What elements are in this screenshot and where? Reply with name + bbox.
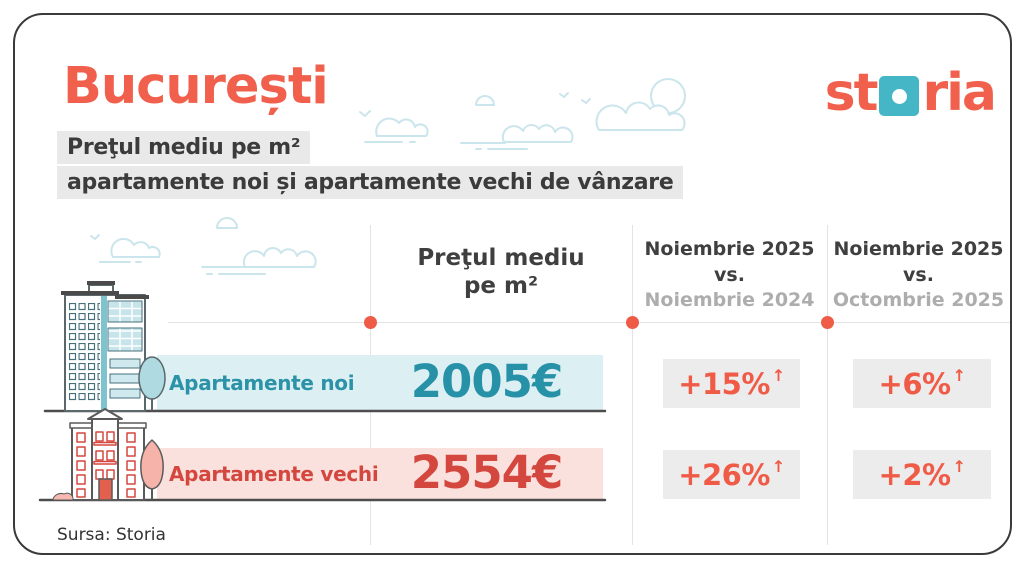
mom-header-line1: Noiembrie 2025 bbox=[833, 238, 1004, 260]
up-arrow-icon: ↑ bbox=[771, 366, 785, 385]
mom-header-line2: vs. bbox=[903, 263, 934, 286]
bird-icon bbox=[359, 110, 371, 117]
logo-text-ria: ria bbox=[922, 63, 997, 123]
page-title: București bbox=[63, 57, 329, 116]
cloud-icon bbox=[242, 247, 317, 268]
column-header-price: Preţul mediu pe m² bbox=[370, 245, 632, 300]
header-baseline bbox=[168, 322, 1010, 323]
logo-dot-icon bbox=[891, 88, 907, 104]
old-building-illustration bbox=[52, 408, 147, 501]
mom-change-noi-value: +6% bbox=[878, 366, 952, 401]
baseline-dot-icon bbox=[363, 316, 377, 329]
up-arrow-icon: ↑ bbox=[771, 457, 785, 476]
baseline-dot-icon bbox=[625, 316, 639, 329]
baseline-dot-icon bbox=[820, 316, 834, 329]
column-divider-3 bbox=[827, 225, 828, 545]
new-building-illustration bbox=[61, 281, 149, 412]
row-apartamente-vechi: Apartamente vechi 2554€ bbox=[157, 446, 603, 500]
price-noi: 2005€ bbox=[410, 355, 564, 408]
mom-change-vechi: +2% ↑ bbox=[853, 450, 991, 499]
birds-icon bbox=[559, 92, 591, 104]
door bbox=[98, 478, 113, 501]
yoy-header-line2: vs. bbox=[714, 263, 745, 286]
mom-change-noi: +6% ↑ bbox=[853, 359, 991, 408]
price-header-line1: Preţul mediu bbox=[417, 245, 585, 271]
column-header-mom: Noiembrie 2025 vs. Octombrie 2025 bbox=[827, 237, 1010, 314]
yoy-header-line1: Noiembrie 2025 bbox=[644, 238, 815, 260]
subtitle-line-2: apartamente noi și apartamente vechi de … bbox=[57, 166, 684, 199]
row-apartamente-noi: Apartamente noi 2005€ bbox=[157, 355, 603, 411]
bush-illustration bbox=[52, 492, 74, 501]
yoy-change-vechi-value: +26% bbox=[678, 457, 770, 492]
mom-change-vechi-value: +2% bbox=[878, 457, 952, 492]
subtitle-line-1: Preţul mediu pe m² bbox=[57, 131, 311, 164]
yoy-change-noi-value: +15% bbox=[678, 366, 770, 401]
mom-header-line3: Octombrie 2025 bbox=[832, 289, 1005, 312]
storia-logo: st ria bbox=[795, 63, 997, 123]
column-header-yoy: Noiembrie 2025 vs. Noiembrie 2024 bbox=[632, 237, 827, 314]
cloud-underline bbox=[201, 266, 266, 275]
logo-square-o-icon bbox=[879, 76, 920, 116]
cloud-icon bbox=[110, 237, 161, 258]
sun-icon bbox=[650, 78, 686, 114]
dome-cloud-icon bbox=[216, 217, 238, 229]
up-arrow-icon: ↑ bbox=[952, 457, 966, 476]
yoy-header-line3: Noiembrie 2024 bbox=[644, 289, 815, 312]
row-label-noi: Apartamente noi bbox=[169, 371, 355, 395]
subtitle: Preţul mediu pe m² apartamente noi și ap… bbox=[57, 131, 684, 199]
dome-cloud-icon bbox=[475, 95, 495, 106]
infographic-card: București Preţul mediu pe m² apartamente… bbox=[13, 13, 1012, 555]
row-label-vechi: Apartamente vechi bbox=[169, 462, 379, 486]
price-header-line2: pe m² bbox=[463, 272, 539, 299]
logo-text-st: st bbox=[824, 63, 879, 123]
price-vechi: 2554€ bbox=[410, 446, 564, 499]
bird-icon bbox=[90, 234, 100, 240]
source-caption: Sursa: Storia bbox=[57, 525, 166, 545]
up-arrow-icon: ↑ bbox=[952, 366, 966, 385]
cloud-icon bbox=[595, 101, 686, 131]
yoy-change-vechi: +26% ↑ bbox=[663, 450, 800, 499]
yoy-change-noi: +15% ↑ bbox=[663, 359, 800, 408]
column-divider-2 bbox=[632, 225, 633, 545]
